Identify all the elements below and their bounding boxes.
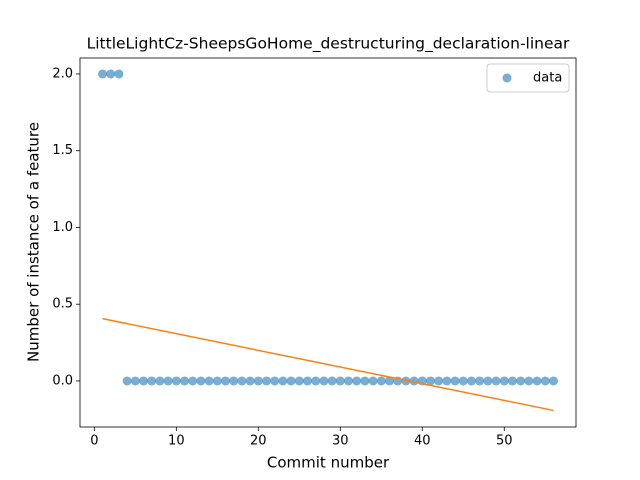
y-tick-label: 0.5: [52, 297, 73, 312]
point: [245, 376, 255, 386]
point: [335, 376, 345, 386]
legend-marker: [502, 73, 512, 83]
point: [294, 376, 304, 386]
x-tick-label: 30: [332, 434, 349, 449]
point: [130, 376, 140, 386]
point: [548, 376, 558, 386]
point: [327, 376, 337, 386]
point: [204, 376, 214, 386]
plot-frame: [79, 57, 577, 428]
point: [180, 376, 190, 386]
point: [425, 376, 435, 386]
point: [221, 376, 231, 386]
chart-title: LittleLightCz-SheepsGoHome_destructuring…: [87, 35, 570, 54]
x-tick-label: 10: [168, 434, 185, 449]
point: [360, 376, 370, 386]
point: [229, 376, 239, 386]
fit-line: [102, 317, 554, 412]
point: [278, 376, 288, 386]
point: [122, 376, 132, 386]
point: [352, 376, 362, 386]
point: [303, 376, 313, 386]
x-tick-label: 0: [90, 434, 98, 449]
point: [253, 376, 263, 386]
point: [163, 376, 173, 386]
point: [507, 376, 517, 386]
point: [376, 376, 386, 386]
point: [311, 376, 321, 386]
y-tick-label: 0.0: [52, 373, 73, 388]
point: [212, 376, 222, 386]
point: [147, 376, 157, 386]
point: [139, 376, 149, 386]
point: [491, 376, 501, 386]
x-tick-label: 20: [250, 434, 267, 449]
point: [524, 376, 534, 386]
point: [114, 69, 124, 79]
point: [540, 376, 550, 386]
point: [499, 376, 509, 386]
point: [286, 376, 296, 386]
y-axis-label: Number of instance of a feature: [25, 122, 43, 362]
point: [98, 69, 108, 79]
point: [450, 376, 460, 386]
point: [270, 376, 280, 386]
y-tick-label: 1.5: [52, 143, 73, 158]
point: [442, 376, 452, 386]
y-tick-label: 1.0: [52, 220, 73, 235]
point: [458, 376, 468, 386]
x-tick-label: 40: [414, 434, 431, 449]
point: [155, 376, 165, 386]
legend-label: data: [533, 71, 562, 86]
point: [434, 376, 444, 386]
y-tick-label: 2.0: [52, 66, 73, 81]
point: [237, 376, 247, 386]
point: [196, 376, 206, 386]
point: [319, 376, 329, 386]
x-tick-label: 50: [496, 434, 513, 449]
point: [384, 376, 394, 386]
point: [475, 376, 485, 386]
point: [343, 376, 353, 386]
point: [188, 376, 198, 386]
point: [106, 69, 116, 79]
point: [466, 376, 476, 386]
x-axis-label: Commit number: [267, 454, 390, 472]
point: [368, 376, 378, 386]
point: [262, 376, 272, 386]
legend-box: [486, 63, 570, 93]
point: [171, 376, 181, 386]
point: [483, 376, 493, 386]
point: [516, 376, 526, 386]
point: [532, 376, 542, 386]
